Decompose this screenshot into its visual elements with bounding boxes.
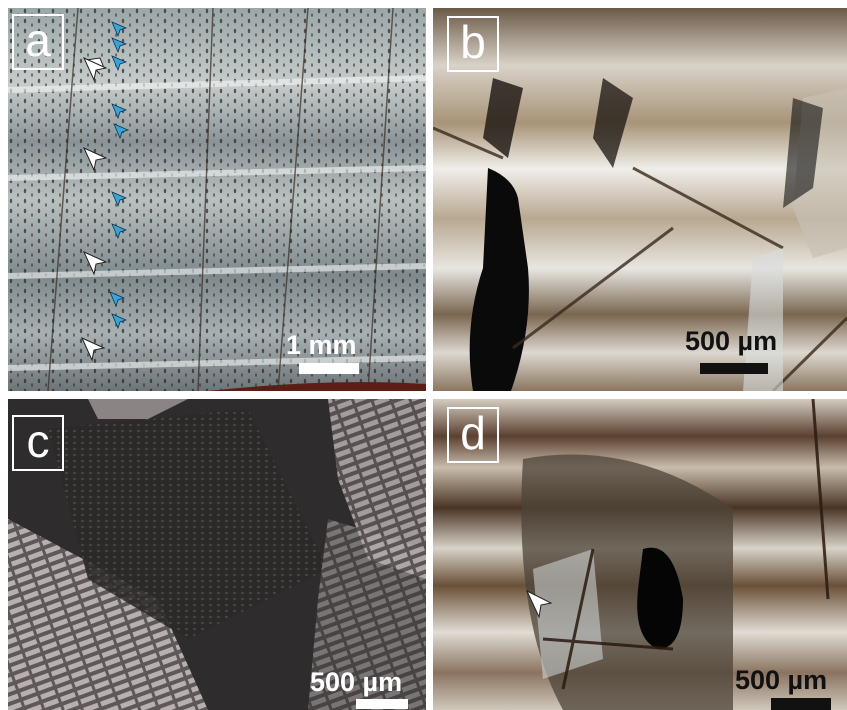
scale-label-c: 500 µm (310, 667, 403, 697)
micrograph-panel-b: b 500 µm (433, 8, 847, 391)
scale-bar-a (299, 363, 359, 374)
white-arrow-marker-d (525, 589, 553, 619)
panel-label-c: c (12, 415, 64, 471)
scale-bar-c (356, 699, 408, 709)
scale-label-a: 1 mm (286, 330, 357, 360)
micrograph-b-image (433, 8, 847, 391)
panel-label-b: b (447, 16, 499, 72)
panel-label-d: d (447, 407, 499, 463)
micrograph-panel-d: d 500 µm (433, 399, 847, 710)
scale-bar-b (700, 363, 768, 374)
scale-bar-d (771, 698, 831, 710)
micrograph-a-image (8, 8, 426, 391)
panel-label-a: a (12, 14, 64, 70)
white-arrow-markers (80, 56, 108, 362)
micrograph-d-image (433, 399, 847, 710)
scale-label-b: 500 µm (685, 326, 778, 356)
scale-label-d: 500 µm (735, 665, 828, 695)
micrograph-c-image (8, 399, 426, 710)
micrograph-panel-a: a 1 mm (8, 8, 426, 391)
micrograph-panel-c: c 500 µm (8, 399, 426, 710)
